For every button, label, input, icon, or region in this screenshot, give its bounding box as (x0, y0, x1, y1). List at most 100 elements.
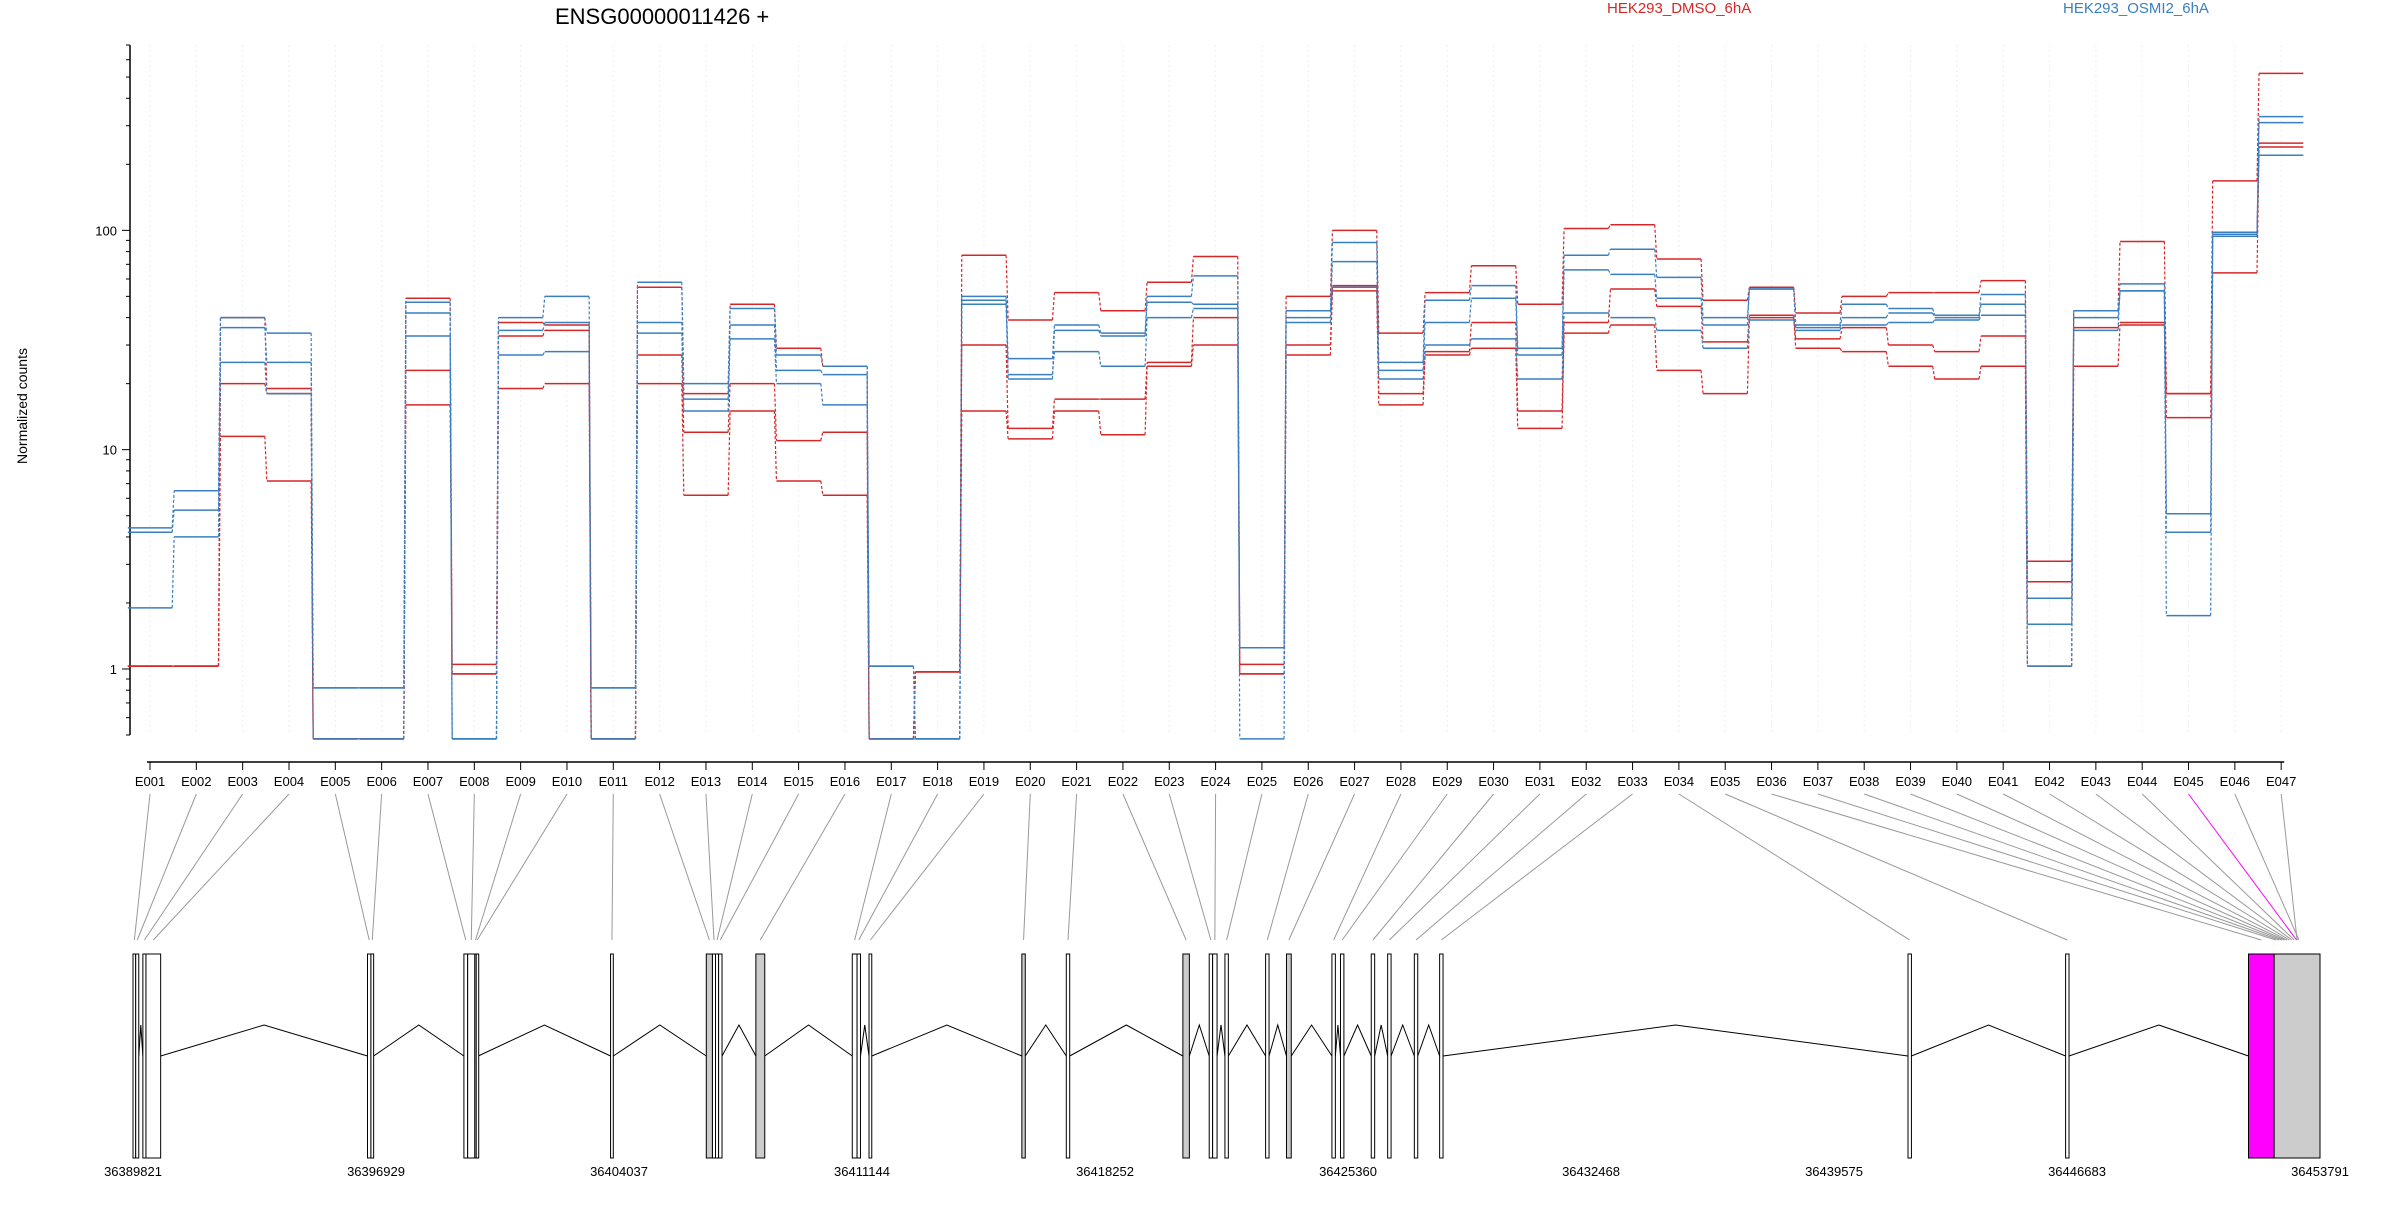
exon-connector (427, 793, 467, 941)
series-connector (1561, 312, 1565, 380)
intron-line (1911, 1024, 2066, 1057)
y-axis-label: Normalized counts (14, 348, 30, 464)
intron-line (1188, 1023, 1210, 1057)
series-connector (1098, 410, 1102, 435)
series-connector (1283, 345, 1287, 674)
exon-label: E007 (413, 774, 443, 789)
exon-connector (1266, 793, 1309, 941)
series-connector (1190, 256, 1195, 283)
series-connector (1468, 338, 1472, 346)
series-connector (1839, 347, 1843, 352)
series-connector (1839, 327, 1843, 339)
coordinate-label: 36418252 (1076, 1164, 1134, 1179)
series-connector (1561, 333, 1565, 429)
exon-connector (1771, 793, 2262, 941)
series-connector (449, 312, 453, 739)
exon-connector (705, 793, 715, 941)
series-connector (1746, 315, 1750, 342)
exon-label: E032 (1571, 774, 1601, 789)
series-connector (2163, 290, 2167, 616)
series-connector (1793, 319, 1797, 331)
exon-label: E004 (274, 774, 304, 789)
series-connector (171, 536, 175, 608)
genomic-coordinate-axis: 36389821 36396929 36404037 36411144 36418252… (104, 1164, 2349, 1179)
intron-line (1216, 1024, 1226, 1057)
series-connector (773, 411, 778, 481)
exon-connector (870, 793, 985, 941)
exon-label: E031 (1525, 774, 1555, 789)
exon-box (705, 953, 713, 1159)
series-connector (1144, 302, 1148, 336)
exon-label: E003 (227, 774, 257, 789)
exon-box (1265, 953, 1270, 1159)
series-connector (542, 330, 546, 337)
intron-line (1069, 1024, 1184, 1057)
series-connector (820, 370, 824, 375)
series-connector (1932, 319, 1936, 323)
coordinate-label: 36446683 (2048, 1164, 2106, 1179)
series-connector (681, 282, 685, 384)
exon-connector (858, 793, 939, 941)
exon-label: E030 (1478, 774, 1508, 789)
exon-box (1208, 953, 1214, 1159)
exon-box (370, 953, 375, 1159)
series-connector (1978, 335, 1982, 352)
intron-line (1390, 1023, 1415, 1057)
series-connector (1098, 324, 1102, 334)
series-connector (1607, 288, 1611, 323)
intron-line (764, 1024, 853, 1057)
series-layer (127, 72, 2304, 740)
exon-box (1285, 953, 1292, 1159)
series-connector (217, 436, 222, 667)
exon-connector (1341, 793, 1448, 941)
series-connector (1329, 287, 1334, 323)
exon-box (1021, 953, 1026, 1159)
exon-box (366, 953, 372, 1159)
series-connector (1190, 308, 1195, 318)
series-connector (1329, 261, 1334, 318)
series-connector (1515, 348, 1519, 429)
series-connector (264, 317, 268, 334)
exon-box (851, 953, 858, 1159)
series-connector (2210, 236, 2214, 616)
exon-connector (1168, 793, 1212, 941)
series-connector (1607, 312, 1611, 318)
coordinate-label: 36411144 (834, 1164, 890, 1179)
exon-label: E026 (1293, 774, 1323, 789)
series-connector (449, 335, 453, 739)
exon-box (1439, 953, 1444, 1159)
intron-line (478, 1024, 611, 1057)
series-connector (1885, 304, 1889, 309)
intron-line (859, 1024, 870, 1057)
intron-line (1024, 1024, 1067, 1057)
exon-connector (2141, 793, 2295, 941)
series-connector (1051, 292, 1056, 321)
exon-connector (1817, 793, 2277, 941)
exon-connector (476, 793, 568, 941)
exon-label: E027 (1339, 774, 1369, 789)
chart-title: ENSG00000011426 + (555, 4, 769, 29)
exon-label: E002 (181, 774, 211, 789)
series-connector (1654, 274, 1658, 299)
series-connector (1376, 230, 1380, 334)
exon-connector (1678, 793, 1910, 941)
series-connector (1700, 306, 1704, 342)
exon-connector (144, 793, 244, 941)
exon-label: E015 (783, 774, 813, 789)
series-connector (1700, 258, 1704, 301)
exon-connector (1389, 793, 1541, 941)
series-connector (820, 348, 824, 367)
exon-label: E012 (644, 774, 674, 789)
series-connector (1515, 265, 1519, 305)
exon-label: E024 (1200, 774, 1230, 789)
series-connector (1885, 292, 1889, 297)
series-connector (2256, 73, 2260, 181)
series-connector (1422, 355, 1426, 405)
series-connector (1700, 298, 1704, 326)
exon-box (145, 953, 162, 1159)
exon-connector (1226, 793, 1263, 941)
series-connector (1329, 242, 1334, 311)
exon-label: E029 (1432, 774, 1462, 789)
series-connector (1561, 228, 1565, 305)
